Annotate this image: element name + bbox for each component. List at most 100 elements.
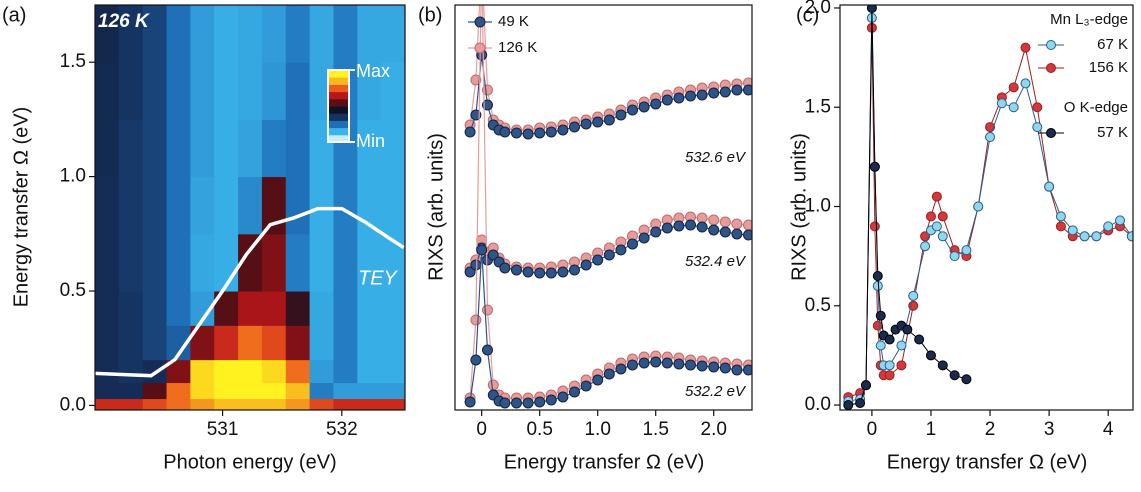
- data-point: [557, 391, 569, 403]
- heatmap-cell: [190, 398, 215, 410]
- data-point: [568, 121, 580, 133]
- heatmap-cell: [190, 119, 215, 178]
- data-point: [1008, 82, 1019, 93]
- data-point: [464, 266, 476, 278]
- colorbar-segment: [328, 127, 349, 136]
- y-tick-label: 1.5: [60, 51, 86, 72]
- heatmap-cell: [238, 382, 263, 400]
- heatmap-cell: [118, 325, 144, 361]
- data-point: [627, 104, 639, 116]
- heatmap-cell: [166, 291, 191, 326]
- heatmap-cell: [95, 398, 120, 410]
- data-point: [545, 394, 557, 406]
- data-point: [510, 264, 522, 276]
- data-point: [902, 324, 913, 335]
- data-point: [884, 370, 895, 381]
- data-point: [470, 109, 482, 121]
- heatmap-cell: [95, 62, 120, 120]
- legend-label: 67 K: [1097, 36, 1128, 53]
- data-point: [470, 259, 482, 271]
- data-point: [1091, 231, 1102, 242]
- data-point: [568, 386, 580, 398]
- data-point: [949, 251, 960, 262]
- data-point: [731, 364, 743, 376]
- heatmap-cell: [381, 398, 405, 410]
- legend-marker: [1046, 63, 1056, 73]
- heatmap-cell: [381, 325, 405, 361]
- data-point: [522, 266, 534, 278]
- data-point: [937, 360, 948, 371]
- heatmap-cell: [166, 233, 191, 292]
- heatmap-cell: [261, 291, 287, 326]
- data-point: [487, 249, 499, 261]
- data-point: [1044, 181, 1055, 192]
- heatmap-cell: [190, 62, 215, 120]
- spectra: [464, 5, 752, 409]
- data-point: [1055, 221, 1066, 232]
- x-tick-label: 3: [1044, 419, 1055, 440]
- y-tick-label: 1.5: [805, 96, 831, 117]
- data-point: [949, 370, 960, 381]
- data-point: [650, 356, 662, 368]
- data-point: [1126, 231, 1133, 242]
- heatmap-cell: [261, 62, 287, 120]
- heatmap-cell: [190, 5, 215, 63]
- heatmap-cell: [333, 325, 358, 361]
- data-point: [961, 245, 972, 256]
- data-point: [603, 249, 615, 261]
- heatmap-cell: [142, 398, 168, 410]
- data-point: [464, 396, 476, 408]
- heatmap-cell: [142, 233, 168, 292]
- heatmap-cell: [95, 382, 120, 400]
- heatmap-cell: [142, 5, 168, 63]
- heatmap-cell: [357, 119, 382, 178]
- y-tick-label: 1.0: [805, 196, 831, 217]
- data-point: [731, 84, 743, 96]
- data-point: [708, 361, 720, 373]
- heatmap-cell: [381, 382, 405, 400]
- data-point: [534, 267, 546, 279]
- data-point: [1020, 78, 1031, 89]
- heatmap-cell: [95, 5, 120, 63]
- data-point: [719, 362, 731, 374]
- x-tick-label: 0.5: [526, 419, 552, 440]
- colorbar-segment: [328, 77, 349, 85]
- data-point: [592, 116, 604, 128]
- heatmap-cell: [142, 382, 168, 400]
- heatmap-cell: [166, 398, 191, 410]
- spectrum-label: 532.6 eV: [685, 149, 747, 166]
- data-point: [696, 360, 708, 372]
- data-point: [603, 368, 615, 380]
- heatmap-cell: [214, 325, 239, 361]
- heatmap-cell: [357, 325, 382, 361]
- data-point: [650, 98, 662, 110]
- heatmap-cell: [285, 119, 311, 178]
- legend-marker: [474, 16, 486, 28]
- heatmap-cell: [357, 398, 382, 410]
- data-point: [685, 359, 697, 371]
- heatmap-cell: [238, 119, 263, 178]
- data-point: [661, 222, 673, 234]
- spectrum-label: 532.2 eV: [685, 383, 747, 400]
- heatmap-cell: [190, 382, 215, 400]
- data-point: [627, 238, 639, 250]
- heatmap-cell: [357, 382, 382, 400]
- plot-frame: [94, 4, 406, 411]
- data-point: [580, 380, 592, 392]
- x-tick-label: 0: [867, 419, 878, 440]
- heatmap-cell: [333, 382, 358, 400]
- heatmap-cell: [357, 359, 382, 384]
- data-point: [696, 89, 708, 101]
- panel-label: (b): [418, 4, 442, 26]
- data-point: [1020, 42, 1031, 53]
- colorbar-min-label: Min: [356, 131, 385, 151]
- heatmap-cell: [261, 382, 287, 400]
- heatmap-cell: [333, 291, 358, 326]
- heatmap-cell: [309, 382, 334, 400]
- data-point: [673, 358, 685, 370]
- data-point: [481, 304, 493, 316]
- data-point: [884, 360, 895, 371]
- temperature-label: 126 K: [98, 11, 150, 32]
- data-point: [696, 221, 708, 233]
